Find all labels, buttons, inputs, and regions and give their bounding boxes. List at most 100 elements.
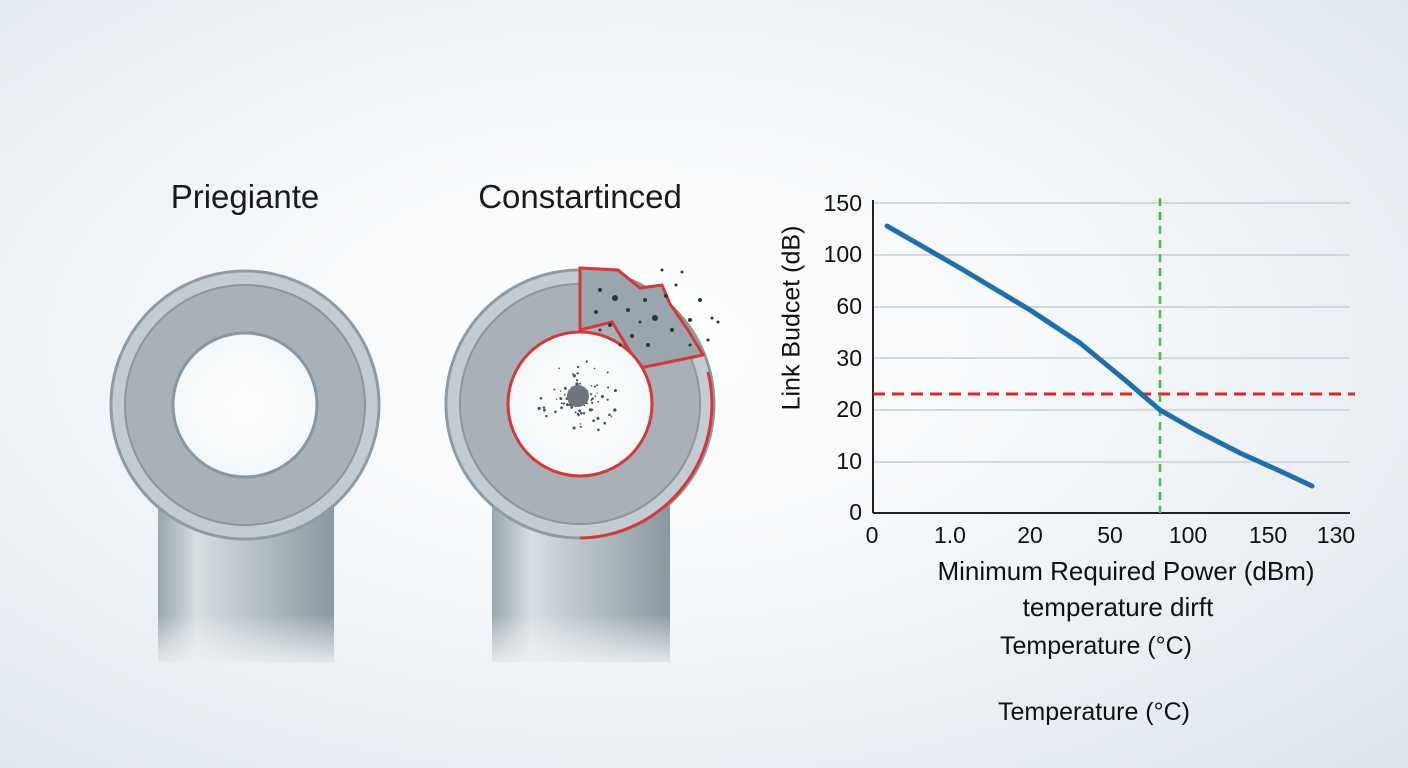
x-tick-label: 150 (1248, 522, 1288, 548)
dust-particle (580, 411, 583, 415)
debris-particle (598, 288, 602, 292)
dust-particle (596, 416, 600, 420)
dust-particle (579, 423, 582, 425)
dust-particle (563, 386, 567, 390)
x-tick-label: 50 (1097, 522, 1123, 548)
dust-particle (564, 395, 566, 397)
dust-particle (554, 410, 557, 414)
dust-particle (572, 426, 576, 430)
dust-particle (575, 379, 579, 382)
dust-particle (559, 390, 562, 392)
dust-particle (590, 393, 593, 396)
dust-particle (553, 388, 556, 391)
dust-particle (600, 394, 604, 399)
contaminated-title: Constartinced (478, 178, 682, 215)
dust-particle (608, 413, 611, 417)
dust-particle (565, 403, 569, 407)
x-axis-label: Minimum Required Power (dBm) (937, 556, 1315, 586)
dust-particle (545, 414, 548, 418)
dust-particle (596, 384, 599, 387)
dust-particle (555, 398, 558, 401)
dust-particle (576, 372, 579, 375)
y-tick-label: 60 (836, 293, 862, 319)
dust-particle (583, 404, 586, 407)
y-tick-label: 30 (836, 345, 862, 371)
dust-particle (582, 412, 586, 415)
dust-particle (562, 402, 566, 405)
dust-particle (603, 421, 607, 425)
debris-particle (660, 268, 664, 272)
debris-particle (618, 343, 622, 347)
dust-particle (570, 405, 574, 409)
dust-particle (594, 395, 597, 398)
dust-particle (591, 408, 594, 411)
dust-particle (597, 428, 600, 432)
pristine-pipe (109, 269, 381, 662)
debris-particle (674, 283, 678, 287)
debris-particle (612, 295, 618, 301)
crack-dashed-line (639, 353, 704, 370)
debris-particle (643, 298, 647, 302)
dust-particle (602, 395, 605, 398)
debris-particle (646, 343, 650, 347)
dust-particle (590, 385, 593, 387)
dust-particle (539, 396, 543, 400)
dust-particle (559, 396, 563, 401)
debris-particle (664, 294, 668, 298)
contaminant-core (567, 385, 589, 407)
debris-particles (594, 268, 720, 347)
dust-particle (586, 402, 589, 405)
dust-particle (606, 371, 609, 374)
chart-caption: Temperature (°C) (998, 698, 1190, 726)
debris-particle (716, 320, 720, 324)
dust-particle (606, 398, 609, 401)
dust-particle (537, 406, 541, 410)
chart (872, 198, 1355, 514)
dust-particle (575, 382, 579, 386)
x-tick-label: 1.0 (934, 522, 966, 548)
pristine-title: Priegiante (170, 178, 320, 215)
y-tick-label: 150 (823, 190, 862, 216)
dust-particle (613, 388, 617, 393)
debris-particle (594, 310, 598, 314)
dust-particle (593, 367, 596, 370)
debris-particle (710, 316, 714, 320)
dust-particle (542, 406, 546, 409)
debris-particle (638, 320, 642, 324)
dust-particle (572, 373, 574, 375)
dust-particle (560, 406, 563, 410)
dust-particle (579, 412, 582, 414)
dust-particle (610, 415, 613, 418)
dust-particle (613, 408, 617, 412)
y-tick-label: 20 (836, 396, 862, 422)
dust-particle (580, 425, 583, 428)
debris-particle (608, 323, 612, 327)
dust-particle (558, 367, 561, 370)
grid-lines (873, 202, 1350, 463)
x-tick-label: 20 (1017, 522, 1043, 548)
dust-particle (607, 386, 610, 389)
debris-particle (688, 318, 692, 322)
dust-particle (590, 401, 594, 404)
dust-particle (576, 365, 580, 369)
pristine-bore (171, 331, 319, 479)
x-tick-label: 130 (1316, 522, 1356, 548)
debris-particle (598, 328, 602, 332)
dust-particle (588, 408, 593, 412)
dust-particle (585, 360, 588, 363)
dust-particle (576, 412, 580, 416)
debris-particle (680, 270, 684, 274)
x-tick-label: 100 (1168, 522, 1208, 548)
chart-caption: Temperature (°C) (1000, 632, 1192, 660)
y-tick-label: 10 (836, 448, 862, 474)
dust-particle (574, 411, 577, 414)
debris-particle (670, 328, 674, 332)
debris-particle (652, 315, 658, 321)
dust-particle (596, 392, 598, 394)
debris-particle (698, 298, 702, 302)
series-line (884, 223, 1315, 489)
crack-edge-outline (579, 371, 714, 540)
y-axis-label: Link Budcet (dB) (777, 225, 806, 411)
dust-particle (579, 382, 582, 385)
dust-particle (543, 408, 546, 412)
